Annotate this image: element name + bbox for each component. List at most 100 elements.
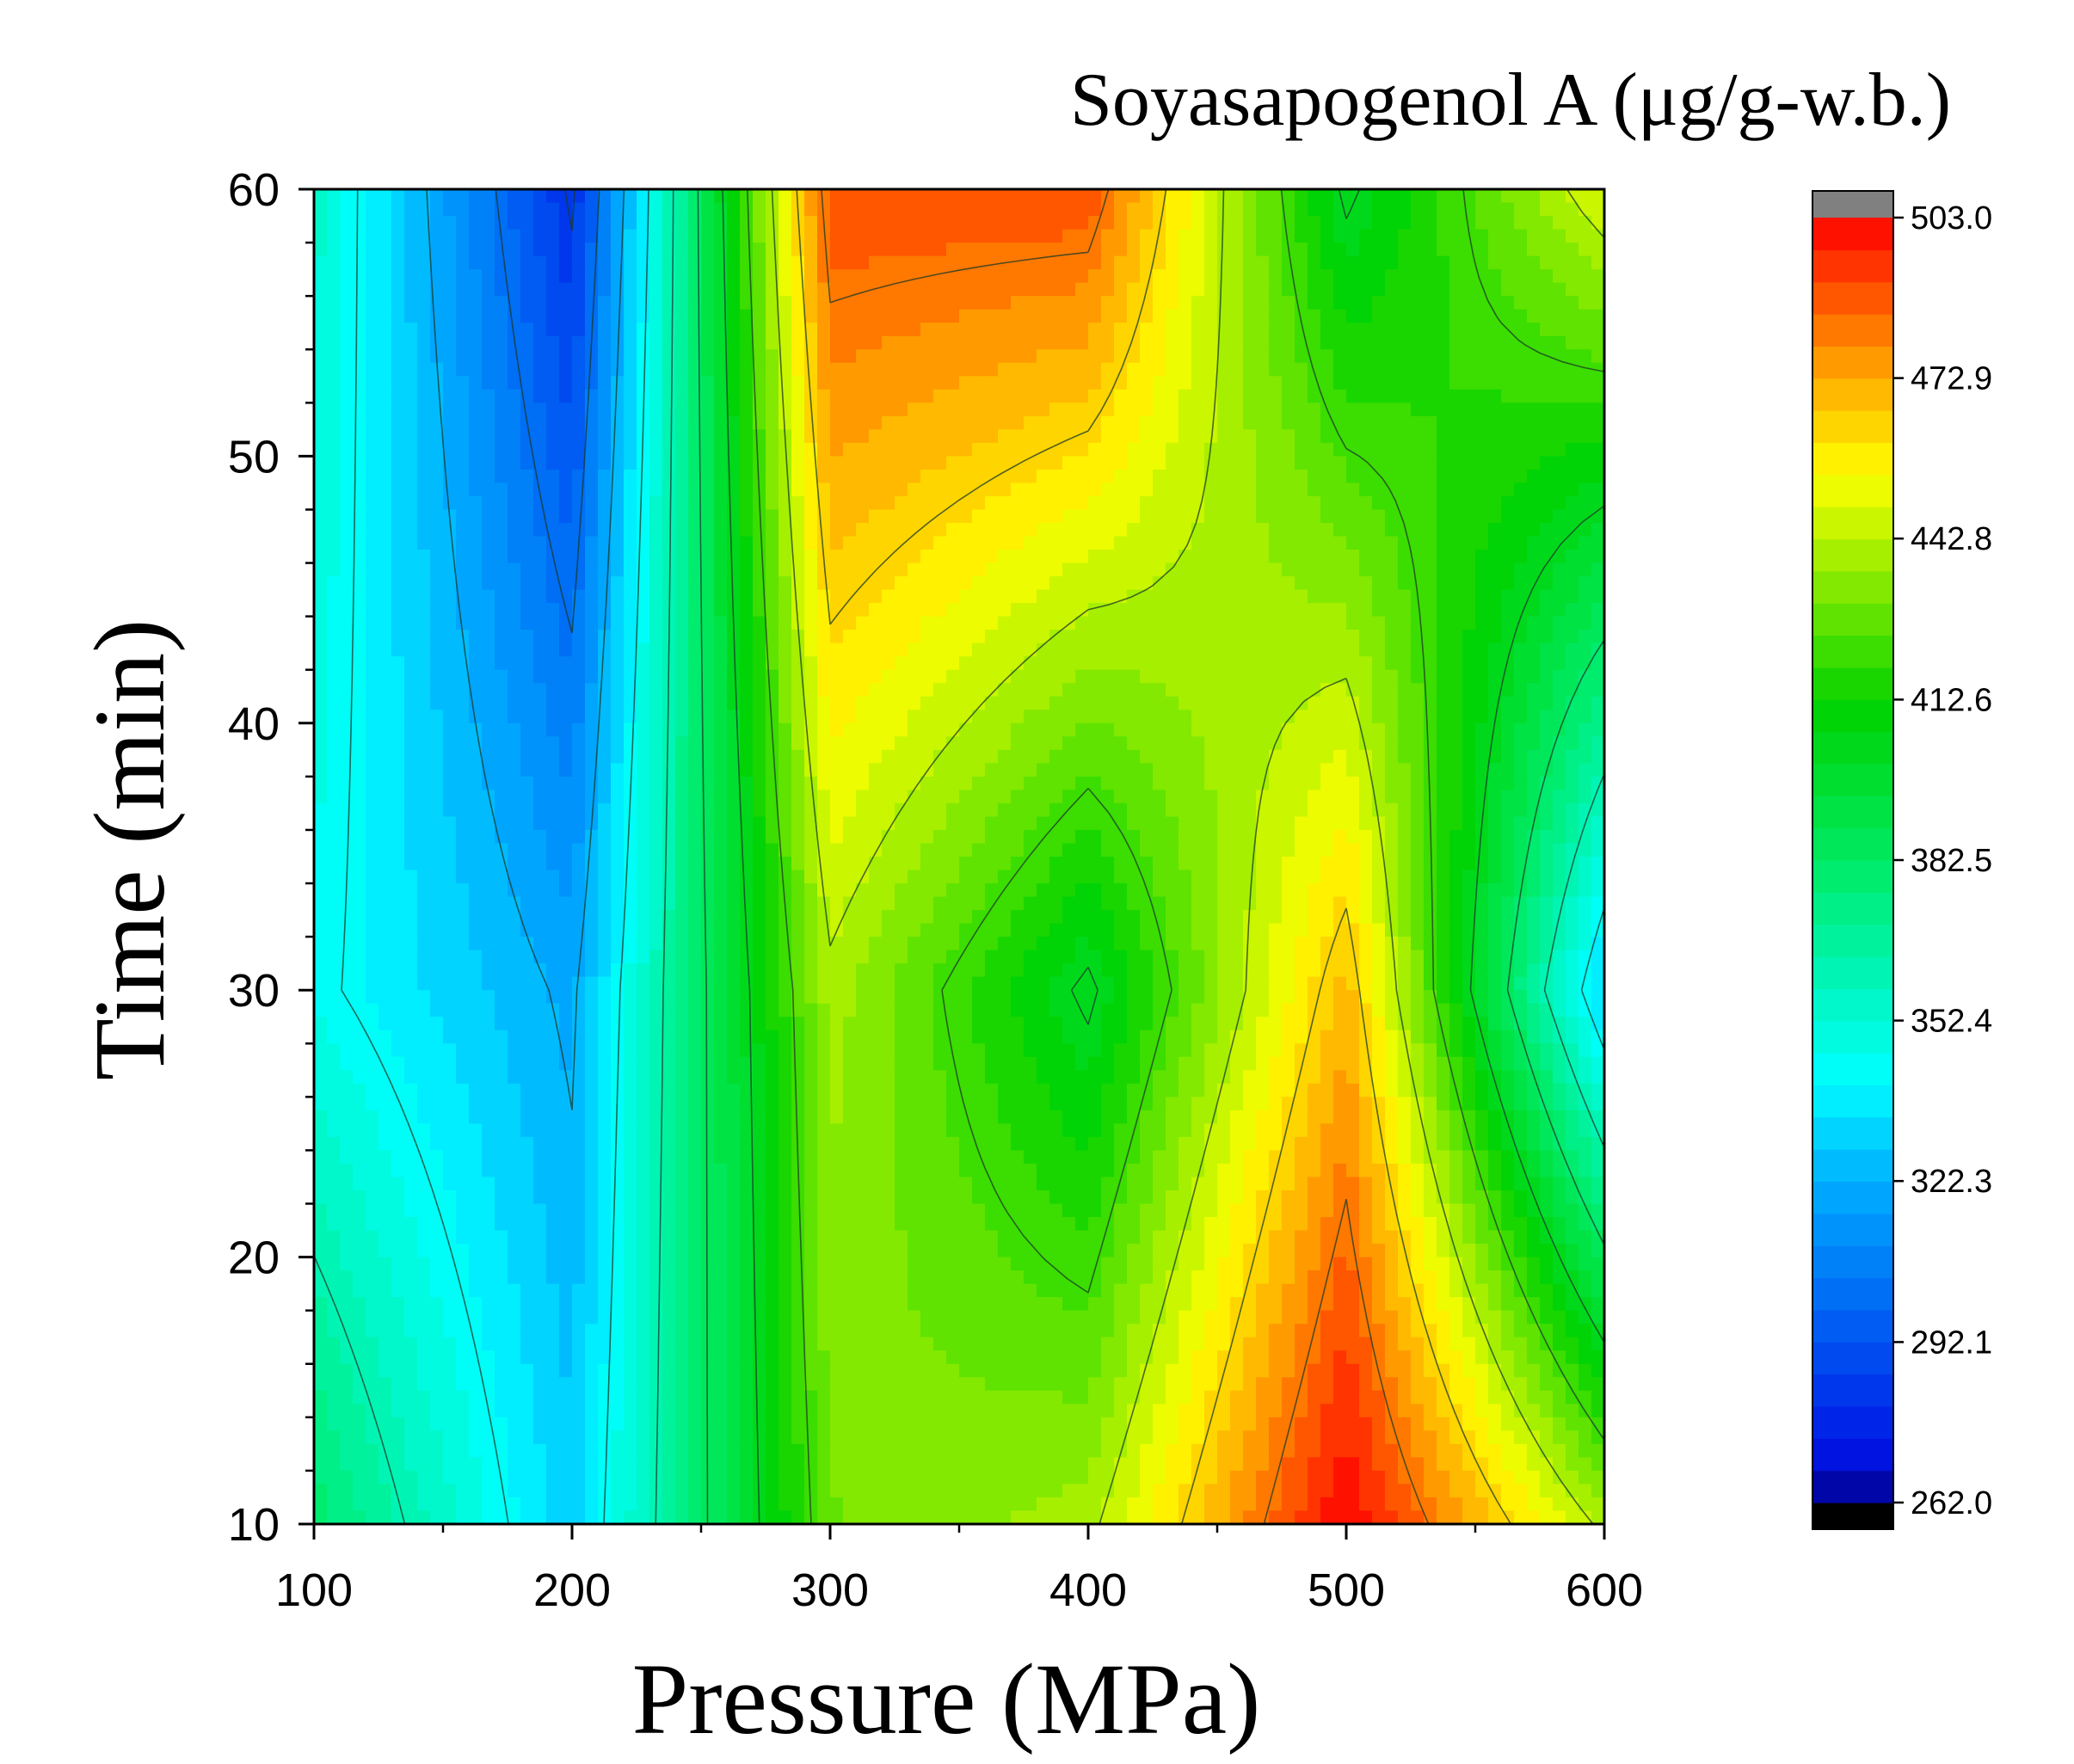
heatmap-cell — [1062, 816, 1076, 831]
heatmap-cell — [391, 562, 405, 577]
heatmap-cell — [1462, 776, 1476, 790]
heatmap-cell — [391, 736, 405, 751]
heatmap-cell — [314, 269, 328, 284]
heatmap-cell — [791, 736, 805, 751]
heatmap-cell — [637, 722, 650, 737]
heatmap-cell — [327, 282, 341, 297]
heatmap-cell — [572, 282, 586, 297]
heatmap-cell — [417, 763, 431, 778]
heatmap-cell — [443, 255, 457, 270]
heatmap-cell — [804, 202, 818, 217]
heatmap-cell — [391, 843, 405, 857]
heatmap-cell — [1062, 442, 1076, 457]
heatmap-cell — [391, 189, 405, 204]
heatmap-cell — [327, 335, 341, 350]
heatmap-cell — [1333, 229, 1347, 243]
heatmap-cell — [972, 202, 986, 217]
heatmap-cell — [1075, 683, 1089, 698]
heatmap-cell — [1114, 429, 1128, 444]
heatmap-cell — [1049, 630, 1063, 644]
heatmap-cell — [1591, 710, 1605, 724]
heatmap-cell — [1024, 296, 1037, 310]
heatmap-cell — [1540, 243, 1554, 257]
heatmap-cell — [1385, 550, 1399, 564]
heatmap-cell — [585, 722, 599, 737]
heatmap-cell — [353, 776, 366, 790]
heatmap-cell — [1553, 495, 1566, 511]
heatmap-cell — [1191, 656, 1205, 671]
heatmap-cell — [701, 202, 715, 217]
heatmap-cell — [740, 189, 754, 204]
heatmap-cell — [469, 229, 483, 243]
heatmap-cell — [817, 469, 831, 484]
heatmap-cell — [740, 523, 754, 538]
heatmap-cell — [637, 349, 650, 364]
heatmap-cell — [1424, 243, 1437, 257]
heatmap-cell — [985, 749, 999, 764]
heatmap-cell — [779, 616, 792, 630]
heatmap-cell — [714, 189, 728, 204]
heatmap-cell — [366, 630, 379, 644]
heatmap-cell — [1449, 216, 1463, 230]
heatmap-cell — [508, 442, 521, 457]
heatmap-cell — [1243, 790, 1257, 804]
heatmap-cell — [869, 323, 883, 337]
heatmap-cell — [482, 415, 495, 430]
heatmap-cell — [1243, 269, 1257, 284]
heatmap-cell — [1114, 523, 1128, 538]
heatmap-cell — [1437, 296, 1450, 310]
heatmap-cell — [340, 696, 354, 710]
heatmap-cell — [443, 456, 457, 470]
heatmap-cell — [843, 255, 857, 270]
heatmap-cell — [1553, 749, 1566, 764]
heatmap-cell — [611, 616, 625, 630]
heatmap-cell — [1385, 829, 1399, 845]
heatmap-cell — [314, 495, 328, 511]
heatmap-cell — [1282, 843, 1295, 857]
heatmap-cell — [1088, 589, 1102, 604]
heatmap-cell — [1346, 576, 1360, 591]
heatmap-cell — [572, 403, 586, 417]
heatmap-cell — [378, 362, 392, 377]
heatmap-cell — [1179, 376, 1192, 390]
heatmap-cell — [1566, 763, 1579, 778]
heatmap-cell — [1501, 696, 1515, 710]
heatmap-cell — [1553, 562, 1566, 577]
heatmap-cell — [1269, 415, 1283, 430]
heatmap-cell — [1088, 616, 1102, 630]
heatmap-cell — [1282, 229, 1295, 243]
heatmap-cell — [804, 309, 818, 323]
heatmap-cell — [1385, 335, 1399, 350]
heatmap-cell — [1553, 536, 1566, 550]
heatmap-cell — [1591, 696, 1605, 710]
heatmap-cell — [985, 523, 999, 538]
heatmap-cell — [546, 309, 560, 323]
heatmap-cell — [1295, 255, 1308, 270]
heatmap-cell — [495, 509, 508, 524]
heatmap-cell — [701, 829, 715, 845]
heatmap-cell — [1437, 495, 1450, 511]
heatmap-cell — [727, 362, 741, 377]
heatmap-cell — [1062, 802, 1076, 818]
heatmap-cell — [482, 456, 495, 470]
heatmap-cell — [1062, 683, 1076, 698]
heatmap-cell — [998, 722, 1012, 737]
heatmap-cell — [624, 603, 637, 618]
heatmap-cell — [1140, 669, 1154, 684]
heatmap-cell — [391, 802, 405, 818]
heatmap-cell — [533, 309, 547, 323]
heatmap-cell — [378, 616, 392, 630]
heatmap-cell — [1514, 843, 1528, 857]
heatmap-cell — [1114, 323, 1128, 337]
heatmap-cell — [1243, 469, 1257, 484]
heatmap-cell — [482, 616, 495, 630]
heatmap-cell — [740, 550, 754, 564]
heatmap-cell — [1566, 469, 1579, 484]
heatmap-cell — [933, 683, 947, 698]
heatmap-cell — [1411, 255, 1425, 270]
heatmap-cell — [882, 710, 895, 724]
heatmap-cell — [843, 736, 857, 751]
heatmap-cell — [895, 630, 908, 644]
heatmap-cell — [740, 376, 754, 390]
heatmap-cell — [701, 495, 715, 511]
